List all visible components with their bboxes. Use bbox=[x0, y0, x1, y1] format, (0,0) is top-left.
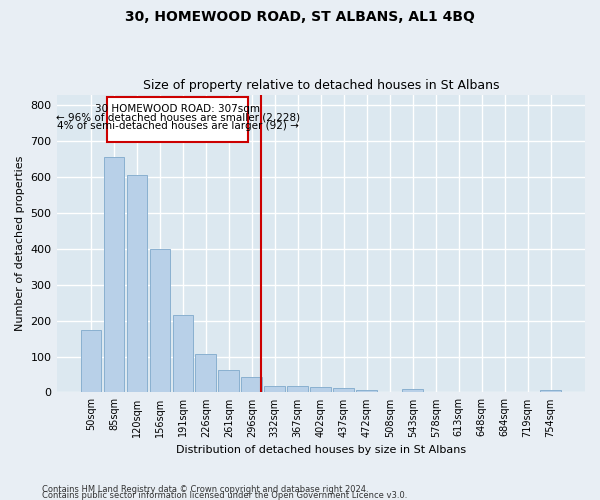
Bar bbox=[173, 316, 193, 392]
Text: Contains HM Land Registry data © Crown copyright and database right 2024.: Contains HM Land Registry data © Crown c… bbox=[42, 484, 368, 494]
Bar bbox=[334, 388, 354, 392]
Text: Contains public sector information licensed under the Open Government Licence v3: Contains public sector information licen… bbox=[42, 490, 407, 500]
Bar bbox=[356, 390, 377, 392]
Title: Size of property relative to detached houses in St Albans: Size of property relative to detached ho… bbox=[143, 79, 499, 92]
Text: 30 HOMEWOOD ROAD: 307sqm: 30 HOMEWOOD ROAD: 307sqm bbox=[95, 104, 260, 114]
Bar bbox=[310, 387, 331, 392]
Bar bbox=[149, 249, 170, 392]
Bar bbox=[218, 370, 239, 392]
Bar bbox=[104, 156, 124, 392]
Bar bbox=[265, 386, 285, 392]
Bar bbox=[127, 174, 147, 392]
Bar bbox=[287, 386, 308, 392]
FancyBboxPatch shape bbox=[107, 98, 248, 142]
Bar bbox=[403, 389, 423, 392]
Text: ← 96% of detached houses are smaller (2,228): ← 96% of detached houses are smaller (2,… bbox=[56, 112, 300, 122]
Bar bbox=[540, 390, 561, 392]
Text: 30, HOMEWOOD ROAD, ST ALBANS, AL1 4BQ: 30, HOMEWOOD ROAD, ST ALBANS, AL1 4BQ bbox=[125, 10, 475, 24]
Y-axis label: Number of detached properties: Number of detached properties bbox=[15, 156, 25, 331]
Bar bbox=[241, 377, 262, 392]
Bar bbox=[80, 330, 101, 392]
Bar bbox=[196, 354, 216, 393]
Text: 4% of semi-detached houses are larger (92) →: 4% of semi-detached houses are larger (9… bbox=[57, 121, 299, 131]
X-axis label: Distribution of detached houses by size in St Albans: Distribution of detached houses by size … bbox=[176, 445, 466, 455]
